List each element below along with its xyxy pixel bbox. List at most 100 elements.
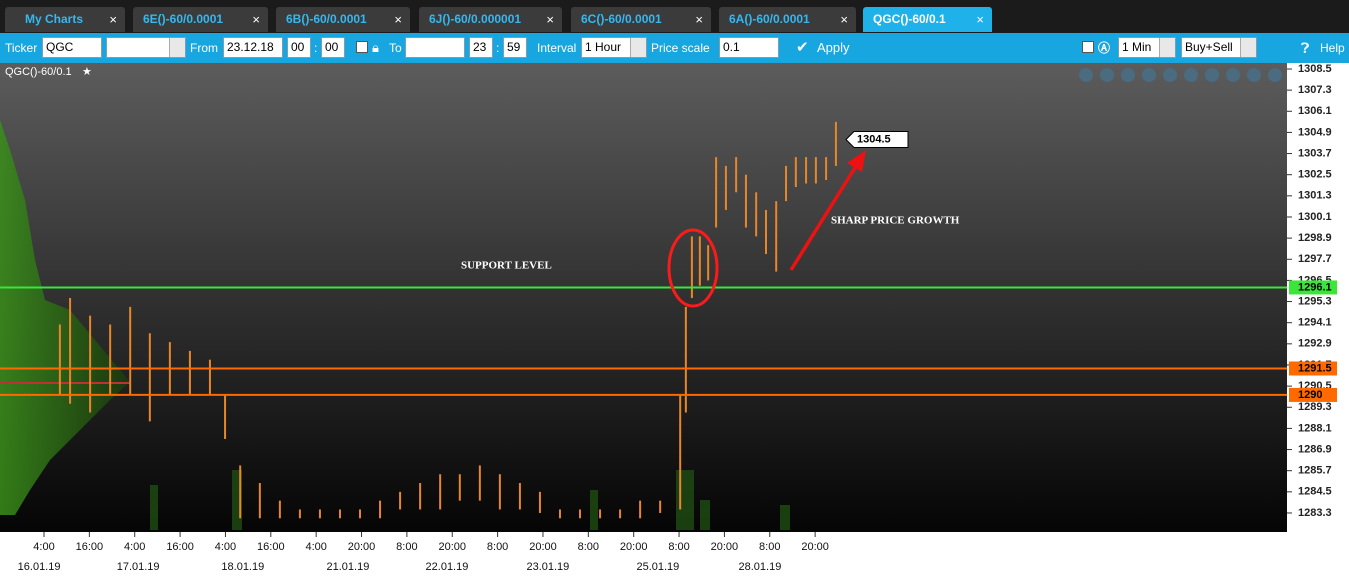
annotation: SHARP PRICE GROWTH <box>831 215 960 227</box>
label: To <box>389 41 402 55</box>
x-tick-label: 20:00 <box>801 541 829 553</box>
time-axis <box>0 532 1349 578</box>
y-tick-label: 1283.3 <box>1298 507 1332 519</box>
y-tick-label: 1288.1 <box>1298 422 1332 434</box>
tab[interactable]: 6B()-60/0.0001 × <box>276 7 410 32</box>
x-tick-label: 8:00 <box>487 541 508 553</box>
y-tick-label: 1284.5 <box>1298 486 1332 498</box>
toolbar: Ticker QGC From 23.12.18 00 : 00 🔒︎ To 2… <box>0 33 1349 63</box>
tab[interactable]: 6J()-60/0.000001 × <box>419 7 562 32</box>
date-label: 23.01.19 <box>526 561 569 573</box>
y-tick-label: 1304.9 <box>1298 126 1332 138</box>
date-label: 25.01.19 <box>636 561 679 573</box>
plot: 1308.5 1307.3 1306.1 1304.9 1303.7 1302.5 1301… <box>0 63 1337 573</box>
last-price-box <box>845 130 909 148</box>
y-tick-label: 1303.7 <box>1298 147 1332 159</box>
checkbox[interactable] <box>1082 41 1094 53</box>
label: From <box>190 41 218 55</box>
y-tick-label: 1298.9 <box>1298 232 1332 244</box>
tab[interactable]: My Charts × <box>5 7 125 32</box>
y-tick-label: 1294.1 <box>1298 317 1332 329</box>
level-label-box <box>1289 361 1337 376</box>
from-hour[interactable]: 00 <box>287 37 311 58</box>
apply-button[interactable]: Apply <box>817 40 850 55</box>
lock-icon: 🔒︎ <box>372 40 379 55</box>
level-label: 1296.1 <box>1298 281 1332 293</box>
label: Interval <box>537 41 577 55</box>
x-tick-label: 16:00 <box>166 541 194 553</box>
to-min[interactable]: 59 <box>503 37 527 58</box>
tab-bar: My Charts × 6E()-60/0.0001 × 6B()-60/0.000… <box>0 0 1349 33</box>
auto-icon[interactable]: Ⓐ <box>1098 41 1111 55</box>
level-label: 1290 <box>1298 389 1322 401</box>
x-tick-label: 4:00 <box>305 541 326 553</box>
annotation: SUPPORT LEVEL <box>461 260 552 272</box>
x-tick-label: 20:00 <box>529 541 557 553</box>
y-tick-label: 1286.9 <box>1298 443 1332 455</box>
x-tick-label: 16:00 <box>76 541 104 553</box>
y-tick-label: 1295.3 <box>1298 295 1332 307</box>
tab[interactable]: 6E()-60/0.0001 × <box>133 7 268 32</box>
apply-icon: ✔ <box>796 39 809 56</box>
date-label: 16.01.19 <box>18 561 61 573</box>
timeframe-select[interactable]: 1 Min <box>1118 37 1176 58</box>
x-tick-label: 20:00 <box>620 541 648 553</box>
y-tick-label: 1297.7 <box>1298 253 1332 265</box>
to-hour[interactable]: 23 <box>469 37 493 58</box>
level-label: 1291.5 <box>1298 362 1332 374</box>
tab-label: 6B()-60/0.0001 <box>286 12 367 26</box>
from-date[interactable]: 23.12.18 <box>223 37 283 58</box>
to-date[interactable] <box>405 37 465 58</box>
y-tick-label: 1306.1 <box>1298 105 1332 117</box>
tab-label: My Charts <box>25 12 84 26</box>
tab-label: 6J()-60/0.000001 <box>429 12 522 26</box>
tab-label: 6A()-60/0.0001 <box>729 12 810 26</box>
date-label: 22.01.19 <box>426 561 469 573</box>
price-axis <box>1287 63 1349 532</box>
tab[interactable]: 6C()-60/0.0001 × <box>571 7 711 32</box>
price-scale-input[interactable]: 0.1 <box>719 37 779 58</box>
tab[interactable]: 6A()-60/0.0001 × <box>719 7 856 32</box>
x-tick-label: 20:00 <box>348 541 376 553</box>
tab-active[interactable]: QGC()-60/0.1 × <box>863 7 992 32</box>
y-tick-label: 1308.5 <box>1298 63 1332 75</box>
interval-select[interactable]: 1 Hour <box>581 37 647 58</box>
help-icon: ❓︎ <box>1301 40 1310 56</box>
x-tick-label: 20:00 <box>438 541 466 553</box>
tab-label: 6C()-60/0.0001 <box>581 12 662 26</box>
ticker-select[interactable] <box>106 37 186 58</box>
y-tick-label: 1302.5 <box>1298 169 1332 181</box>
chart-title: QGC()-60/0.1 <box>5 66 72 78</box>
checkbox[interactable] <box>356 41 368 53</box>
last-price-label: 1304.5 <box>857 133 891 145</box>
y-tick-label: 1307.3 <box>1298 84 1332 96</box>
x-tick-label: 16:00 <box>257 541 285 553</box>
date-label: 28.01.19 <box>739 561 782 573</box>
y-tick-label: 1289.3 <box>1298 401 1332 413</box>
y-tick-label: 1301.3 <box>1298 190 1332 202</box>
x-tick-label: 8:00 <box>668 541 689 553</box>
side-select[interactable]: Buy+Sell <box>1181 37 1257 58</box>
y-tick-label: 1285.7 <box>1298 465 1332 477</box>
y-tick-label: 1292.9 <box>1298 338 1332 350</box>
label: Price scale <box>651 41 710 55</box>
x-tick-label: 4:00 <box>124 541 145 553</box>
level-label-box <box>1289 280 1337 295</box>
label: Ticker <box>5 41 38 55</box>
x-tick-label: 8:00 <box>578 541 599 553</box>
ticker-input[interactable]: QGC <box>42 37 102 58</box>
date-label: 21.01.19 <box>327 561 370 573</box>
volume-profile <box>0 120 130 515</box>
from-min[interactable]: 00 <box>321 37 345 58</box>
arrow-head <box>847 150 866 172</box>
x-tick-label: 4:00 <box>33 541 54 553</box>
x-tick-label: 20:00 <box>711 541 739 553</box>
arrow <box>789 162 860 271</box>
plot-area <box>0 63 1287 532</box>
x-tick-label: 8:00 <box>759 541 780 553</box>
help-button[interactable]: Help <box>1320 41 1345 55</box>
favorite-star[interactable]: ★ <box>82 66 92 78</box>
x-tick-label: 8:00 <box>396 541 417 553</box>
chart-tools[interactable] <box>1079 68 1282 82</box>
